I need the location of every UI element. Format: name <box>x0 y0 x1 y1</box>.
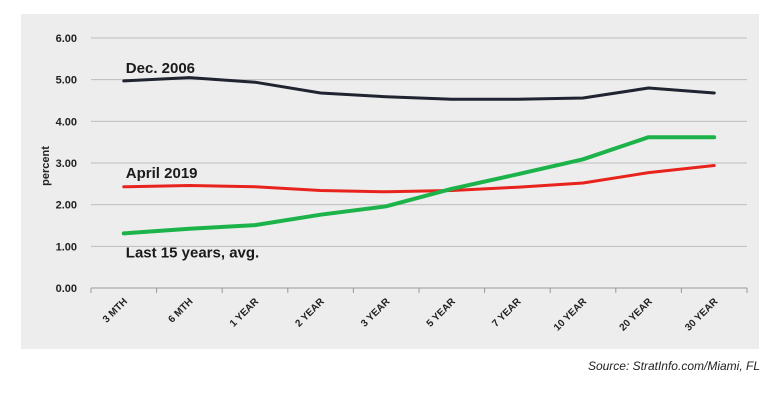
series-label: Last 15 years, avg. <box>126 244 259 261</box>
series-line <box>121 135 717 236</box>
x-tick-label: 7 YEAR <box>490 296 524 330</box>
y-tick-label: 4.00 <box>56 116 77 128</box>
y-tick-labels: 0.00 1.00 2.00 3.00 4.00 5.00 6.00 <box>56 33 77 295</box>
source-note: Source: StratInfo.com/Miami, FL <box>587 359 760 373</box>
x-tick-label: 3 YEAR <box>359 296 393 330</box>
x-tick-label: 2 YEAR <box>294 296 328 330</box>
series-label: Dec. 2006 <box>126 60 195 77</box>
series-line <box>122 76 716 101</box>
y-tick-label: 3.00 <box>56 158 77 170</box>
x-tick-label: 3 MTH <box>101 296 130 325</box>
y-tick-label: 6.00 <box>56 33 77 45</box>
y-tick-label: 2.00 <box>56 200 77 212</box>
axes <box>90 287 748 293</box>
series-label: April 2019 <box>126 165 198 182</box>
line-chart: 0.00 1.00 2.00 3.00 4.00 5.00 6.00 3 MTH 6 MTH 1… <box>40 33 748 334</box>
x-tick-label: 20 YEAR <box>618 296 656 334</box>
y-tick-label: 1.00 <box>56 241 77 253</box>
series-labels: Dec. 2006 April 2019 Last 15 years, avg. <box>126 60 259 262</box>
y-axis-label: percent <box>40 146 52 186</box>
x-tick-label: 6 MTH <box>167 296 196 325</box>
x-tick-label: 30 YEAR <box>683 296 721 334</box>
chart-panel: 0.00 1.00 2.00 3.00 4.00 5.00 6.00 3 MTH 6 MTH 1… <box>21 14 759 349</box>
x-tick-label: 5 YEAR <box>425 296 459 330</box>
series-line <box>122 164 716 194</box>
x-tick-labels: 3 MTH 6 MTH 1 YEAR 2 YEAR 3 YEAR 5 YEAR 7 YEAR… <box>101 296 721 334</box>
y-tick-label: 5.00 <box>56 75 77 87</box>
x-tick-label: 1 YEAR <box>228 296 262 330</box>
x-tick-label: 10 YEAR <box>552 296 590 334</box>
series-lines <box>121 76 717 236</box>
y-tick-label: 0.00 <box>56 283 77 295</box>
